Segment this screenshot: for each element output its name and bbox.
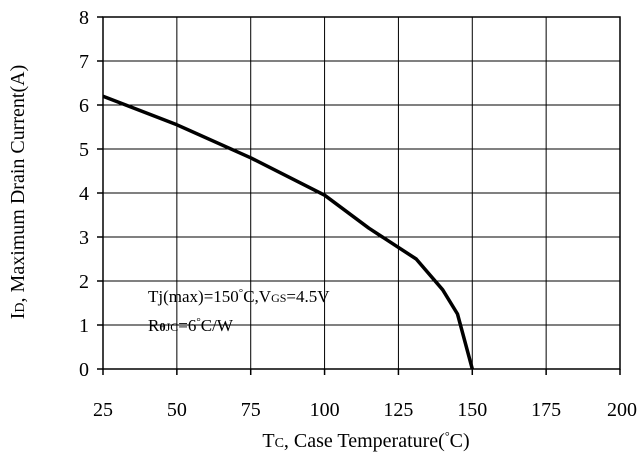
annotation-r: R [148, 316, 160, 335]
x-tick-label-2: 75 [241, 399, 261, 421]
annotation-conditions: Tj(max)=150°C,VGS=4.5V [148, 287, 330, 306]
y-tick-label-5: 5 [79, 139, 89, 161]
y-tick-labels: 0 1 2 3 4 5 6 7 8 [79, 7, 103, 381]
y-tick-label-7: 7 [79, 51, 89, 73]
x-axis-subscript: C [275, 436, 284, 451]
annotation-thermal-resistance: RθJC=6°C/W [148, 316, 234, 335]
annotation-vgs-prefix: C,V [243, 287, 272, 306]
y-axis-symbol: I [7, 313, 29, 320]
x-axis-label: TC, Case Temperature(°C) [262, 429, 469, 452]
y-tick-label-6: 6 [79, 95, 89, 117]
y-axis-subscript: D [13, 302, 28, 312]
x-tick-label-3: 100 [310, 399, 340, 421]
y-tick-label-8: 8 [79, 7, 89, 29]
annotation-rth-value: =6 [178, 316, 196, 335]
annotation-jc-subscript: JC [166, 320, 179, 334]
x-tick-label-5: 150 [457, 399, 487, 421]
series-layer [102, 94, 474, 370]
x-tick-label-4: 125 [383, 399, 413, 421]
y-axis-label: ID, Maximum Drain Current(A) [7, 65, 29, 320]
x-axis-degree: ° [445, 429, 450, 443]
annotation-degree: ° [239, 287, 243, 299]
annotation-rth-unit: C/W [201, 316, 234, 335]
x-tick-label-6: 175 [531, 399, 561, 421]
x-axis-symbol: T [262, 430, 274, 452]
y-tick-label-0: 0 [79, 359, 89, 381]
x-tick-label-1: 50 [167, 399, 187, 421]
y-tick-label-4: 4 [79, 183, 89, 205]
x-tick-label-7: 200 [607, 399, 637, 421]
x-tick-labels: 25 50 75 100 125 150 175 200 [93, 369, 637, 421]
y-tick-label-1: 1 [79, 315, 89, 337]
y-axis-text: , Maximum Drain Current(A) [7, 65, 29, 303]
x-axis-text: , Case Temperature( [284, 430, 445, 452]
x-tick-label-0: 25 [93, 399, 113, 421]
annotation-vgs-value: =4.5V [286, 287, 330, 306]
grid-lines [103, 17, 620, 369]
series-line-0 [102, 94, 474, 370]
annotation-tj: Tj(max)=150 [148, 287, 239, 306]
annotation-theta: θ [159, 320, 165, 334]
annotation-degree-2: ° [196, 316, 200, 328]
y-tick-label-2: 2 [79, 271, 89, 293]
x-axis-unit: C) [450, 430, 470, 452]
y-tick-label-3: 3 [79, 227, 89, 249]
annotation-vgs-subscript: GS [271, 291, 286, 305]
